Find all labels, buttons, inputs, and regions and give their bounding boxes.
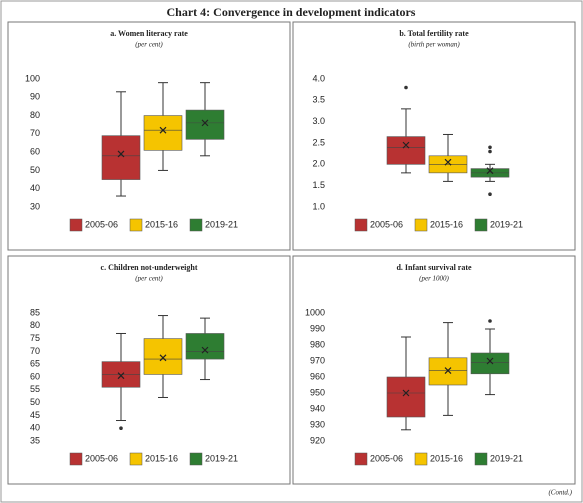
panel (292, 21, 576, 251)
box (386, 136, 426, 165)
y-tick-label: 90 (30, 92, 40, 102)
y-tick-label: 40 (30, 423, 40, 433)
legend-label: 2015-16 (145, 219, 178, 229)
y-tick-label: 50 (30, 397, 40, 407)
y-tick-label: 3.5 (312, 95, 325, 105)
y-tick-label: 55 (30, 384, 40, 394)
mean-marker (159, 126, 167, 134)
mean-marker (117, 150, 125, 158)
panel-subtitle: (per cent) (135, 41, 163, 49)
y-tick-label: 960 (310, 371, 325, 381)
footnote: (Contd.) (548, 489, 572, 497)
y-tick-label: 70 (30, 128, 40, 138)
page-title: Chart 4: Convergence in development indi… (167, 5, 416, 19)
legend-swatch (354, 218, 368, 232)
mean-marker (486, 167, 494, 175)
mean-marker (402, 141, 410, 149)
y-tick-label: 930 (310, 419, 325, 429)
mean-marker (486, 357, 494, 365)
y-tick-label: 1.0 (312, 201, 325, 211)
y-tick-label: 980 (310, 339, 325, 349)
mean-marker (402, 389, 410, 397)
y-tick-label: 85 (30, 307, 40, 317)
y-tick-label: 4.0 (312, 73, 325, 83)
y-tick-label: 30 (30, 201, 40, 211)
panel-title: c. Children not-underweight (101, 263, 198, 272)
y-tick-label: 75 (30, 333, 40, 343)
box (185, 333, 225, 360)
y-tick-label: 65 (30, 359, 40, 369)
panel-subtitle: (per 1000) (419, 275, 449, 283)
y-tick-label: 80 (30, 320, 40, 330)
panel-title: a. Women literacy rate (110, 29, 188, 38)
legend-label: 2019-21 (205, 453, 238, 463)
box (143, 115, 183, 151)
y-tick-label: 950 (310, 387, 325, 397)
legend-label: 2019-21 (205, 219, 238, 229)
outlier (488, 145, 492, 150)
legend-swatch (189, 218, 203, 232)
y-tick-label: 1.5 (312, 180, 325, 190)
y-tick-label: 970 (310, 355, 325, 365)
box (185, 109, 225, 140)
outlier (488, 319, 492, 323)
mean-marker (444, 158, 452, 166)
legend-label: 2015-16 (145, 453, 178, 463)
legend-label: 2005-06 (85, 219, 118, 229)
legend-swatch (69, 452, 83, 466)
mean-marker (201, 346, 209, 354)
legend-swatch (414, 218, 428, 232)
y-tick-label: 2.5 (312, 137, 325, 147)
legend-label: 2005-06 (370, 453, 403, 463)
box (470, 352, 510, 375)
y-tick-label: 920 (310, 435, 325, 445)
legend-swatch (189, 452, 203, 466)
mean-marker (444, 367, 452, 375)
legend-label: 2019-21 (490, 453, 523, 463)
y-tick-label: 70 (30, 346, 40, 356)
y-tick-label: 80 (30, 110, 40, 120)
y-tick-label: 990 (310, 323, 325, 333)
y-tick-label: 45 (30, 410, 40, 420)
legend-label: 2005-06 (85, 453, 118, 463)
outlier (404, 85, 408, 90)
panel-subtitle: (per cent) (135, 275, 163, 283)
panel-subtitle: (birth per woman) (408, 41, 460, 49)
outlier (488, 192, 492, 196)
legend-label: 2005-06 (370, 219, 403, 229)
legend-label: 2015-16 (430, 219, 463, 229)
outlier (119, 426, 123, 431)
y-tick-label: 40 (30, 183, 40, 193)
panel-title: b. Total fertility rate (399, 29, 469, 38)
mean-marker (201, 119, 209, 127)
y-tick-label: 3.0 (312, 116, 325, 126)
y-tick-label: 1000 (305, 307, 325, 317)
panel-title: d. Infant survival rate (396, 263, 472, 272)
box (101, 135, 141, 180)
legend-label: 2019-21 (490, 219, 523, 229)
box (143, 338, 183, 375)
box (386, 376, 426, 418)
y-tick-label: 35 (30, 435, 40, 445)
y-tick-label: 60 (30, 147, 40, 157)
legend-swatch (69, 218, 83, 232)
y-tick-label: 100 (25, 73, 40, 83)
legend-swatch (354, 452, 368, 466)
legend-swatch (129, 452, 143, 466)
legend-swatch (474, 452, 488, 466)
mean-marker (117, 372, 125, 380)
mean-marker (159, 354, 167, 362)
legend-label: 2015-16 (430, 453, 463, 463)
outlier (488, 149, 492, 154)
legend-swatch (414, 452, 428, 466)
legend-swatch (474, 218, 488, 232)
legend-swatch (129, 218, 143, 232)
y-tick-label: 940 (310, 403, 325, 413)
y-tick-label: 2.0 (312, 159, 325, 169)
y-tick-label: 50 (30, 165, 40, 175)
y-tick-label: 60 (30, 371, 40, 381)
